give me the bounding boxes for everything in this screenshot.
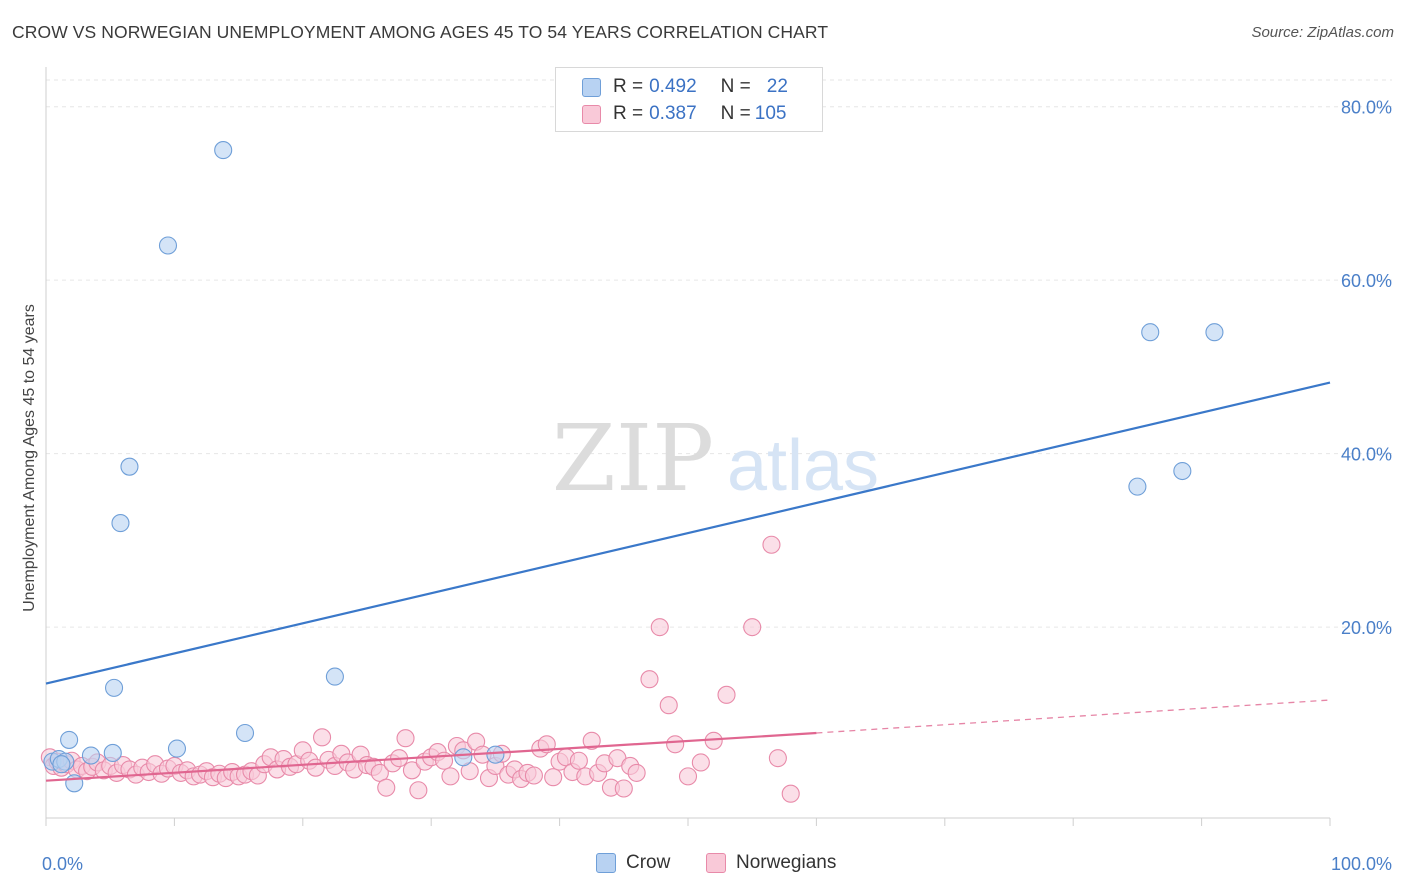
norwegians-point bbox=[717, 685, 736, 704]
x-tick-label: 100.0% bbox=[1331, 854, 1392, 874]
y-tick-label: 60.0% bbox=[1341, 271, 1392, 291]
norwegians-point bbox=[640, 670, 659, 689]
crow-point bbox=[52, 755, 71, 774]
crow-trend-line bbox=[45, 381, 1331, 685]
tick-layer: 20.0% 40.0% 60.0% 80.0% 0.0% 100.0% bbox=[42, 98, 1392, 874]
norwegians-point bbox=[402, 761, 421, 780]
crow-r-value: 0.492 bbox=[649, 76, 697, 97]
norwegians-point bbox=[396, 729, 415, 748]
norwegians-point bbox=[678, 767, 698, 786]
crow-point bbox=[1173, 461, 1192, 481]
legend-row-crow: R = 0.492 N = 22 bbox=[582, 74, 788, 100]
source-label: Source: ZipAtlas.com bbox=[1251, 24, 1394, 41]
legend-item-crow[interactable]: Crow bbox=[596, 852, 670, 874]
norwegians-point bbox=[659, 696, 678, 715]
crow-point bbox=[235, 723, 255, 743]
y-tick-label: 40.0% bbox=[1341, 445, 1392, 465]
crow-point bbox=[1205, 323, 1224, 342]
crow-point bbox=[103, 743, 122, 762]
watermark-zip: ZIP bbox=[552, 405, 714, 512]
crow-swatch bbox=[582, 77, 601, 97]
legend-row-norwegians: R = 0.387 N = 105 bbox=[582, 101, 786, 127]
norwegians-point bbox=[666, 735, 685, 754]
norwegians-point bbox=[781, 784, 800, 803]
crow-legend-label: Crow bbox=[626, 852, 671, 873]
crow-point bbox=[60, 730, 79, 749]
crow-point bbox=[486, 745, 505, 764]
crow-point bbox=[1128, 477, 1147, 496]
norwegians-swatch bbox=[582, 104, 601, 124]
y-tick-label: 20.0% bbox=[1341, 618, 1392, 638]
norwegians-point bbox=[650, 618, 669, 637]
norwegians-point bbox=[313, 728, 332, 747]
norwegians-point bbox=[569, 751, 588, 770]
correlation-legend: R = 0.492 N = 22 R = 0.387 N = 105 bbox=[555, 67, 823, 132]
crow-point bbox=[167, 739, 187, 758]
norwegians-point bbox=[614, 779, 633, 798]
crow-point bbox=[105, 678, 124, 697]
grid-layer bbox=[46, 79, 1392, 628]
norwegians-point bbox=[768, 749, 787, 768]
norwegians-point bbox=[627, 763, 646, 782]
norwegians-trend-line bbox=[45, 731, 817, 782]
norwegians-legend-label: Norwegians bbox=[736, 852, 837, 873]
norwegians-n-label: N = bbox=[720, 103, 751, 124]
norwegians-trend-extension bbox=[816, 699, 1331, 734]
crow-point bbox=[120, 457, 139, 476]
crow-n-value: 22 bbox=[766, 76, 788, 97]
points-layer bbox=[40, 141, 1224, 803]
crow-point bbox=[214, 141, 233, 160]
norwegians-r-label: R = bbox=[613, 103, 644, 124]
norwegians-point bbox=[377, 778, 396, 797]
norwegians-r-value: 0.387 bbox=[649, 103, 697, 124]
y-tick-label: 80.0% bbox=[1341, 98, 1392, 118]
crow-point bbox=[158, 236, 178, 255]
watermark: ZIP atlas bbox=[552, 405, 879, 512]
legend-item-norwegians[interactable]: Norwegians bbox=[706, 852, 836, 874]
crow-point bbox=[454, 748, 473, 767]
trend-layer bbox=[45, 381, 1331, 782]
axis-layer bbox=[45, 67, 1331, 826]
norwegians-point bbox=[544, 768, 563, 787]
norwegians-point bbox=[409, 781, 428, 800]
norwegians-point bbox=[743, 618, 762, 637]
crow-point bbox=[1141, 323, 1160, 342]
crow-point bbox=[325, 667, 344, 686]
crow-point bbox=[111, 514, 130, 533]
chart-title: CROW VS NORWEGIAN UNEMPLOYMENT AMONG AGE… bbox=[12, 22, 829, 42]
crow-r-label: R = bbox=[613, 76, 644, 97]
norwegians-point bbox=[691, 753, 710, 772]
crow-legend-swatch bbox=[596, 853, 616, 873]
norwegians-point bbox=[582, 731, 601, 750]
norwegians-point bbox=[524, 766, 543, 785]
watermark-atlas: atlas bbox=[727, 426, 879, 506]
norwegians-n-value: 105 bbox=[754, 103, 787, 124]
series-legend: Crow Norwegians bbox=[0, 852, 1406, 878]
crow-n-label: N = bbox=[720, 76, 751, 97]
norwegians-point bbox=[441, 767, 460, 786]
crow-point bbox=[81, 746, 100, 765]
norwegians-legend-swatch bbox=[706, 853, 726, 873]
crow-point bbox=[65, 774, 84, 793]
norwegians-point bbox=[762, 535, 781, 554]
x-tick-label: 0.0% bbox=[42, 854, 83, 874]
